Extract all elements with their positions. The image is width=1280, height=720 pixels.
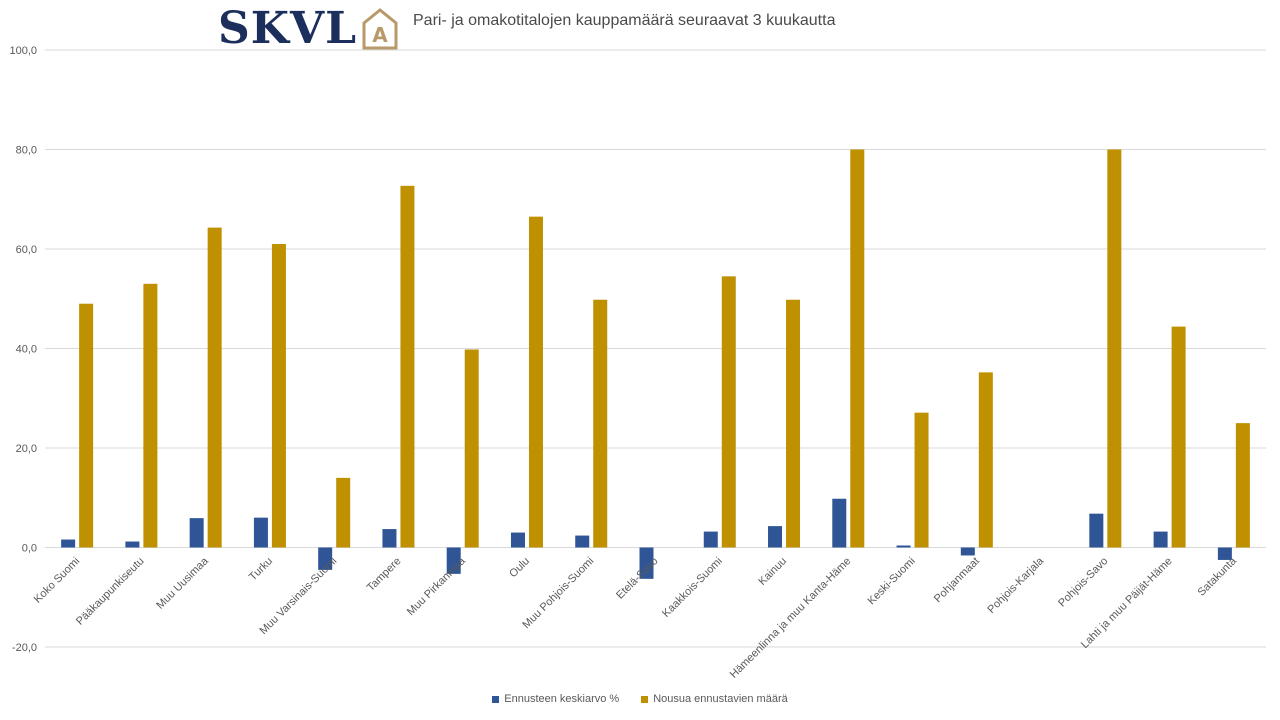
bar-keskiarvo: [382, 529, 397, 548]
skvl-logo: SKVL A: [218, 4, 399, 54]
bar-nousua: [271, 244, 286, 548]
logo-house-icon: A: [362, 8, 398, 50]
category-label: Kainuu: [756, 555, 789, 588]
bar-keskiarvo: [896, 545, 911, 548]
bar-nousua: [207, 227, 222, 548]
bar-keskiarvo: [1153, 531, 1168, 548]
category-label: Oulu: [507, 555, 532, 580]
bar-keskiarvo: [639, 547, 654, 579]
bar-keskiarvo: [189, 518, 204, 548]
bar-nousua: [1235, 423, 1250, 548]
legend-label: Ennusteen keskiarvo %: [504, 693, 620, 705]
logo-mark-letter: A: [372, 23, 388, 47]
bar-nousua: [850, 149, 865, 548]
category-label: Koko Suomi: [32, 555, 82, 605]
bar-nousua: [786, 299, 801, 548]
category-label: Pohjois-Karjala: [985, 555, 1046, 616]
category-label: Muu Pirkanmaa: [405, 555, 469, 619]
bar-nousua: [593, 299, 608, 548]
bar-keskiarvo: [1089, 513, 1104, 548]
y-tick-label: 100,0: [9, 45, 37, 57]
legend-swatch: [641, 695, 649, 703]
category-label: Pääkaupunkiseutu: [74, 555, 146, 627]
category-label: Hämeenlinna ja muu Kanta-Häme: [728, 555, 854, 681]
bar-nousua: [978, 372, 993, 548]
chart-title: Pari- ja omakotitalojen kauppamäärä seur…: [413, 12, 836, 29]
bar-nousua: [1107, 149, 1122, 548]
y-tick-label: 0,0: [22, 543, 37, 555]
bar-keskiarvo: [575, 535, 590, 548]
bar-nousua: [721, 276, 736, 548]
category-label: Keski-Suomi: [866, 555, 918, 607]
bar-keskiarvo: [61, 539, 76, 548]
bar-keskiarvo: [960, 547, 975, 556]
y-tick-label: 80,0: [16, 145, 37, 157]
bar-nousua: [464, 349, 479, 548]
bar-nousua: [143, 283, 158, 548]
bar-keskiarvo: [703, 531, 718, 548]
legend-label: Nousua ennustavien määrä: [653, 693, 788, 705]
category-label: Muu Uusimaa: [154, 555, 211, 612]
category-label: Muu Pohjois-Suomi: [520, 555, 596, 631]
bar-keskiarvo: [253, 517, 268, 548]
category-label: Kaakkois-Suomi: [660, 555, 725, 620]
bar-keskiarvo: [125, 541, 140, 548]
category-label: Pohjois-Savo: [1056, 555, 1110, 609]
logo-text: SKVL: [218, 3, 358, 54]
bar-keskiarvo: [318, 547, 333, 570]
bar-keskiarvo: [510, 532, 525, 548]
category-label: Etelä-Savo: [614, 555, 661, 602]
bar-nousua: [400, 185, 415, 548]
y-tick-label: 40,0: [16, 344, 37, 356]
bar-nousua: [336, 477, 351, 548]
category-label: Tampere: [365, 555, 404, 594]
bar-nousua: [1171, 326, 1186, 548]
bar-keskiarvo: [768, 526, 783, 548]
bar-nousua: [79, 303, 94, 548]
y-tick-label: -20,0: [12, 642, 37, 654]
legend-item: Nousua ennustavien määrä: [641, 693, 788, 705]
legend-item: Ennusteen keskiarvo %: [492, 693, 619, 705]
y-tick-label: 60,0: [16, 244, 37, 256]
category-label: Turku: [247, 555, 275, 583]
bar-keskiarvo: [446, 547, 461, 574]
bar-keskiarvo: [832, 498, 847, 548]
bar-keskiarvo: [1217, 547, 1232, 560]
chart-legend: Ennusteen keskiarvo % Nousua ennustavien …: [0, 693, 1280, 705]
bar-nousua: [528, 216, 543, 548]
category-label: Pohjanmaat: [932, 555, 982, 605]
category-label: Satakunta: [1195, 555, 1239, 599]
y-tick-label: 20,0: [16, 443, 37, 455]
bar-nousua: [914, 412, 929, 548]
legend-swatch: [492, 695, 500, 703]
